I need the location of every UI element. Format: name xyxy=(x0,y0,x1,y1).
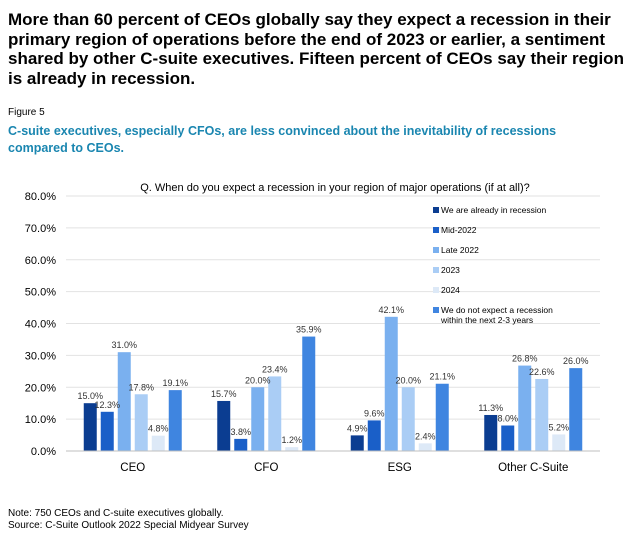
x-category-label: ESG xyxy=(388,462,412,474)
bar xyxy=(350,435,364,451)
y-tick-label: 40.0% xyxy=(25,319,56,331)
bar xyxy=(83,403,97,451)
figure-label: Figure 5 xyxy=(8,107,45,118)
note-text: Note: 750 CEOs and C-suite executives gl… xyxy=(8,508,224,519)
bar-value-label: 19.1% xyxy=(162,378,188,388)
y-tick-label: 70.0% xyxy=(25,223,56,235)
bar xyxy=(518,365,532,451)
chart-title: Q. When do you expect a recession in you… xyxy=(140,182,529,194)
y-tick-label: 30.0% xyxy=(25,350,56,362)
bar-value-label: 15.0% xyxy=(77,391,103,401)
bar xyxy=(367,420,381,451)
bar xyxy=(268,376,282,451)
y-tick-label: 60.0% xyxy=(25,255,56,267)
legend-label: Mid-2022 xyxy=(441,225,477,235)
bar-value-label: 20.0% xyxy=(245,375,271,385)
legend-swatch xyxy=(433,307,439,313)
bar xyxy=(151,435,165,451)
x-category-label: CFO xyxy=(254,462,278,474)
x-category-label: Other C-Suite xyxy=(498,462,568,474)
legend-swatch xyxy=(433,247,439,253)
bar xyxy=(384,316,398,451)
bars xyxy=(83,316,583,451)
value-labels: 15.0%12.3% 31.0% 17.8% 4.8% 19.1% 15.7% 3.8% 20… xyxy=(77,305,588,445)
bar-value-label: 12.3% xyxy=(94,400,120,410)
bar xyxy=(100,411,114,451)
bar-value-label: 22.6% xyxy=(529,367,555,377)
legend-label: We do not expect a recession xyxy=(441,305,553,315)
legend-label: We are already in recession xyxy=(441,205,546,215)
legend-label: 2024 xyxy=(441,285,460,295)
bar-value-label: 35.9% xyxy=(296,325,322,335)
y-tick-label: 10.0% xyxy=(25,414,56,426)
legend: We are already in recession Mid-2022 Late … xyxy=(433,205,553,325)
legend-swatch xyxy=(433,207,439,213)
bar xyxy=(569,368,583,451)
bar-value-label: 4.8% xyxy=(148,424,169,434)
bar-value-label: 11.3% xyxy=(478,403,503,413)
bar-value-label: 17.8% xyxy=(128,382,154,392)
bar xyxy=(501,425,515,451)
x-axis: CEO CFO ESG Other C-Suite xyxy=(66,450,600,474)
bar-value-label: 20.0% xyxy=(395,375,421,385)
bar xyxy=(535,378,549,451)
legend-label: within the next 2-3 years xyxy=(440,315,533,325)
legend-label: 2023 xyxy=(441,265,460,275)
bar-value-label: 23.4% xyxy=(262,364,288,374)
legend-swatch xyxy=(433,287,439,293)
y-tick-label: 50.0% xyxy=(25,287,56,299)
bar xyxy=(552,434,566,451)
y-tick-label: 20.0% xyxy=(25,382,56,394)
y-axis: 0.0% 10.0% 20.0% 30.0% 40.0% 50.0% 60.0% 70.0% 8… xyxy=(25,191,56,458)
bar-value-label: 1.2% xyxy=(281,435,302,445)
legend-label: Late 2022 xyxy=(441,245,479,255)
bar-value-label: 15.7% xyxy=(211,389,237,399)
bar xyxy=(217,400,231,451)
legend-swatch xyxy=(433,267,439,273)
bar xyxy=(234,438,248,451)
bar xyxy=(401,387,415,451)
x-category-label: CEO xyxy=(120,462,145,474)
y-tick-label: 0.0% xyxy=(31,446,56,458)
headline: More than 60 percent of CEOs globally sa… xyxy=(8,10,624,88)
bar-value-label: 9.6% xyxy=(364,408,385,418)
bar-value-label: 4.9% xyxy=(347,423,368,433)
chart-subtitle: C-suite executives, especially CFOs, are… xyxy=(8,124,557,155)
bar-value-label: 3.8% xyxy=(230,427,251,437)
bar-value-label: 2.4% xyxy=(415,431,436,441)
bar-value-label: 21.1% xyxy=(429,372,455,382)
gridlines xyxy=(66,195,600,420)
bar-value-label: 8.0% xyxy=(497,414,518,424)
bar-value-label: 5.2% xyxy=(548,422,569,432)
notes: Note: 750 CEOs and C-suite executives gl… xyxy=(8,508,249,532)
bar-value-label: 26.0% xyxy=(563,356,589,366)
source-text: Source: C-Suite Outlook 2022 Special Mid… xyxy=(8,520,249,531)
bar xyxy=(251,387,265,451)
bar xyxy=(168,390,182,451)
bar xyxy=(302,336,316,451)
bar xyxy=(117,352,131,451)
legend-swatch xyxy=(433,227,439,233)
bar xyxy=(435,383,449,451)
y-tick-label: 80.0% xyxy=(25,191,56,203)
bar-value-label: 31.0% xyxy=(111,340,137,350)
bar xyxy=(484,414,498,451)
bar xyxy=(285,447,299,451)
bar-value-label: 42.1% xyxy=(378,305,404,315)
bar xyxy=(418,443,432,451)
bar-value-label: 26.8% xyxy=(512,354,538,364)
bar xyxy=(134,394,148,451)
